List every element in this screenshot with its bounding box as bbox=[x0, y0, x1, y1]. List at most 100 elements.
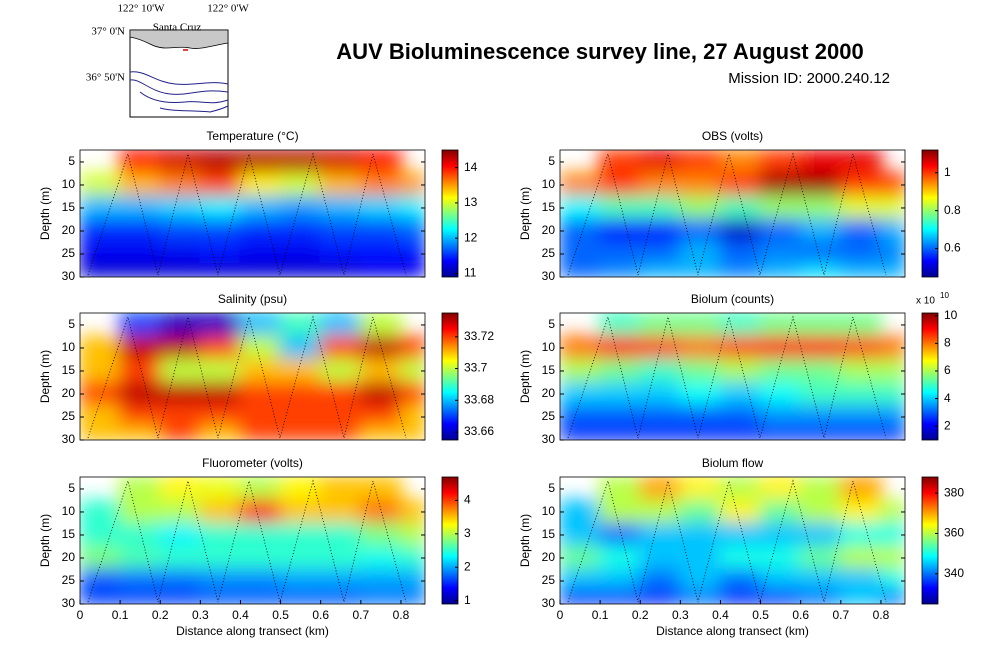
heat-cell bbox=[159, 381, 202, 407]
heat-cell bbox=[839, 589, 882, 604]
heat-cell bbox=[159, 522, 202, 548]
heat-cell bbox=[159, 425, 202, 440]
heat-cell bbox=[279, 262, 322, 277]
colorbar-tick-label: 0.8 bbox=[944, 203, 961, 217]
heat-cell bbox=[359, 262, 402, 277]
heat-cell bbox=[599, 218, 642, 244]
heat-cell bbox=[639, 262, 682, 277]
heat-cell bbox=[239, 545, 282, 571]
heat-cell bbox=[799, 358, 842, 384]
panel: Biolum (counts) Depth (m) 5 10 15 20 25 30 2 4 6 8 1… bbox=[518, 291, 958, 446]
heat-cell bbox=[719, 195, 762, 221]
heat-cell bbox=[80, 589, 122, 604]
heat-cell bbox=[599, 358, 642, 384]
colorbar-tick-label: 8 bbox=[944, 336, 951, 350]
heat-cell bbox=[719, 313, 762, 338]
heat-cell bbox=[399, 425, 425, 440]
heat-cell bbox=[839, 381, 882, 407]
field-blur bbox=[560, 313, 905, 440]
y-tick-label: 30 bbox=[62, 432, 76, 446]
heat-cell bbox=[80, 568, 122, 592]
heat-cell bbox=[679, 150, 722, 175]
heat-cell bbox=[199, 218, 242, 244]
heat-cell bbox=[199, 335, 242, 361]
heat-cell bbox=[679, 522, 722, 548]
y-tick-label: 25 bbox=[62, 573, 76, 587]
heat-cell bbox=[759, 425, 802, 440]
heat-cell bbox=[679, 425, 722, 440]
panel: Salinity (psu) Depth (m) 5 10 15 20 25 30 33.66 3… bbox=[38, 292, 494, 446]
heat-cell bbox=[560, 218, 602, 244]
colorbar bbox=[921, 312, 939, 441]
heat-cell bbox=[319, 195, 362, 221]
heat-cell bbox=[839, 425, 882, 440]
heat-cell bbox=[239, 381, 282, 407]
heat-cell bbox=[359, 499, 402, 525]
heat-cell bbox=[719, 262, 762, 277]
y-tick-label: 5 bbox=[68, 317, 75, 331]
heat-cell bbox=[239, 195, 282, 221]
heat-cell bbox=[399, 172, 425, 198]
heat-cell bbox=[759, 313, 802, 338]
colorbar-tick-label: 2 bbox=[944, 418, 951, 432]
heat-cell bbox=[80, 335, 122, 361]
y-axis-label: Depth (m) bbox=[38, 350, 52, 403]
heat-cell bbox=[839, 313, 882, 338]
heat-cell bbox=[119, 477, 162, 502]
field bbox=[560, 477, 905, 604]
heat-cell bbox=[399, 545, 425, 571]
y-tick-label: 15 bbox=[62, 200, 76, 214]
heat-cell bbox=[159, 477, 202, 502]
heat-cell bbox=[679, 335, 722, 361]
heat-cell bbox=[759, 568, 802, 592]
heat-cell bbox=[599, 545, 642, 571]
map-inset: Santa Cruz 122° 10'W 122° 0'W 37° 0'N 36… bbox=[86, 3, 249, 118]
field bbox=[80, 313, 425, 440]
heat-cell bbox=[879, 522, 905, 548]
x-tick-label: 0.8 bbox=[393, 608, 410, 622]
heat-cell bbox=[639, 150, 682, 175]
heat-cell bbox=[639, 172, 682, 198]
heat-cell bbox=[239, 425, 282, 440]
heat-cell bbox=[879, 545, 905, 571]
figure-subtitle: Mission ID: 2000.240.12 bbox=[728, 70, 890, 87]
heat-cell bbox=[80, 195, 122, 221]
y-tick-label: 10 bbox=[62, 504, 76, 518]
colorbar-tick-label: 14 bbox=[464, 160, 478, 174]
heat-cell bbox=[80, 172, 122, 198]
heat-cell bbox=[879, 568, 905, 592]
heat-cell bbox=[359, 218, 402, 244]
heat-cell bbox=[279, 241, 322, 265]
panel-title: OBS (volts) bbox=[702, 129, 763, 143]
heat-cell bbox=[119, 404, 162, 428]
heat-cell bbox=[279, 218, 322, 244]
heat-cell bbox=[399, 499, 425, 525]
colorbar-tick-label: 13 bbox=[464, 195, 478, 209]
colorbar-exponent-power: 10 bbox=[940, 291, 949, 300]
heat-cell bbox=[759, 589, 802, 604]
colorbar bbox=[921, 476, 939, 605]
heat-cell bbox=[679, 313, 722, 338]
heat-cell bbox=[599, 335, 642, 361]
colorbar-tick-label: 4 bbox=[944, 391, 951, 405]
heat-cell bbox=[839, 262, 882, 277]
x-tick-label: 0.1 bbox=[112, 608, 129, 622]
heat-cell bbox=[599, 381, 642, 407]
heat-cell bbox=[719, 568, 762, 592]
heat-cell bbox=[560, 522, 602, 548]
heat-cell bbox=[759, 262, 802, 277]
colorbar-tick-label: 2 bbox=[464, 559, 471, 573]
heat-cell bbox=[199, 241, 242, 265]
heat-cell bbox=[279, 499, 322, 525]
heat-cell bbox=[799, 150, 842, 175]
y-axis-label: Depth (m) bbox=[518, 350, 532, 403]
heat-cell bbox=[839, 358, 882, 384]
heat-cell bbox=[199, 195, 242, 221]
heat-cell bbox=[159, 195, 202, 221]
map-lon: 122° 0'W bbox=[207, 3, 249, 15]
heat-cell bbox=[719, 218, 762, 244]
heat-cell bbox=[560, 425, 602, 440]
panel: Fluorometer (volts)Depth (m)510152025300… bbox=[38, 456, 471, 638]
heat-cell bbox=[279, 425, 322, 440]
heat-cell bbox=[359, 335, 402, 361]
